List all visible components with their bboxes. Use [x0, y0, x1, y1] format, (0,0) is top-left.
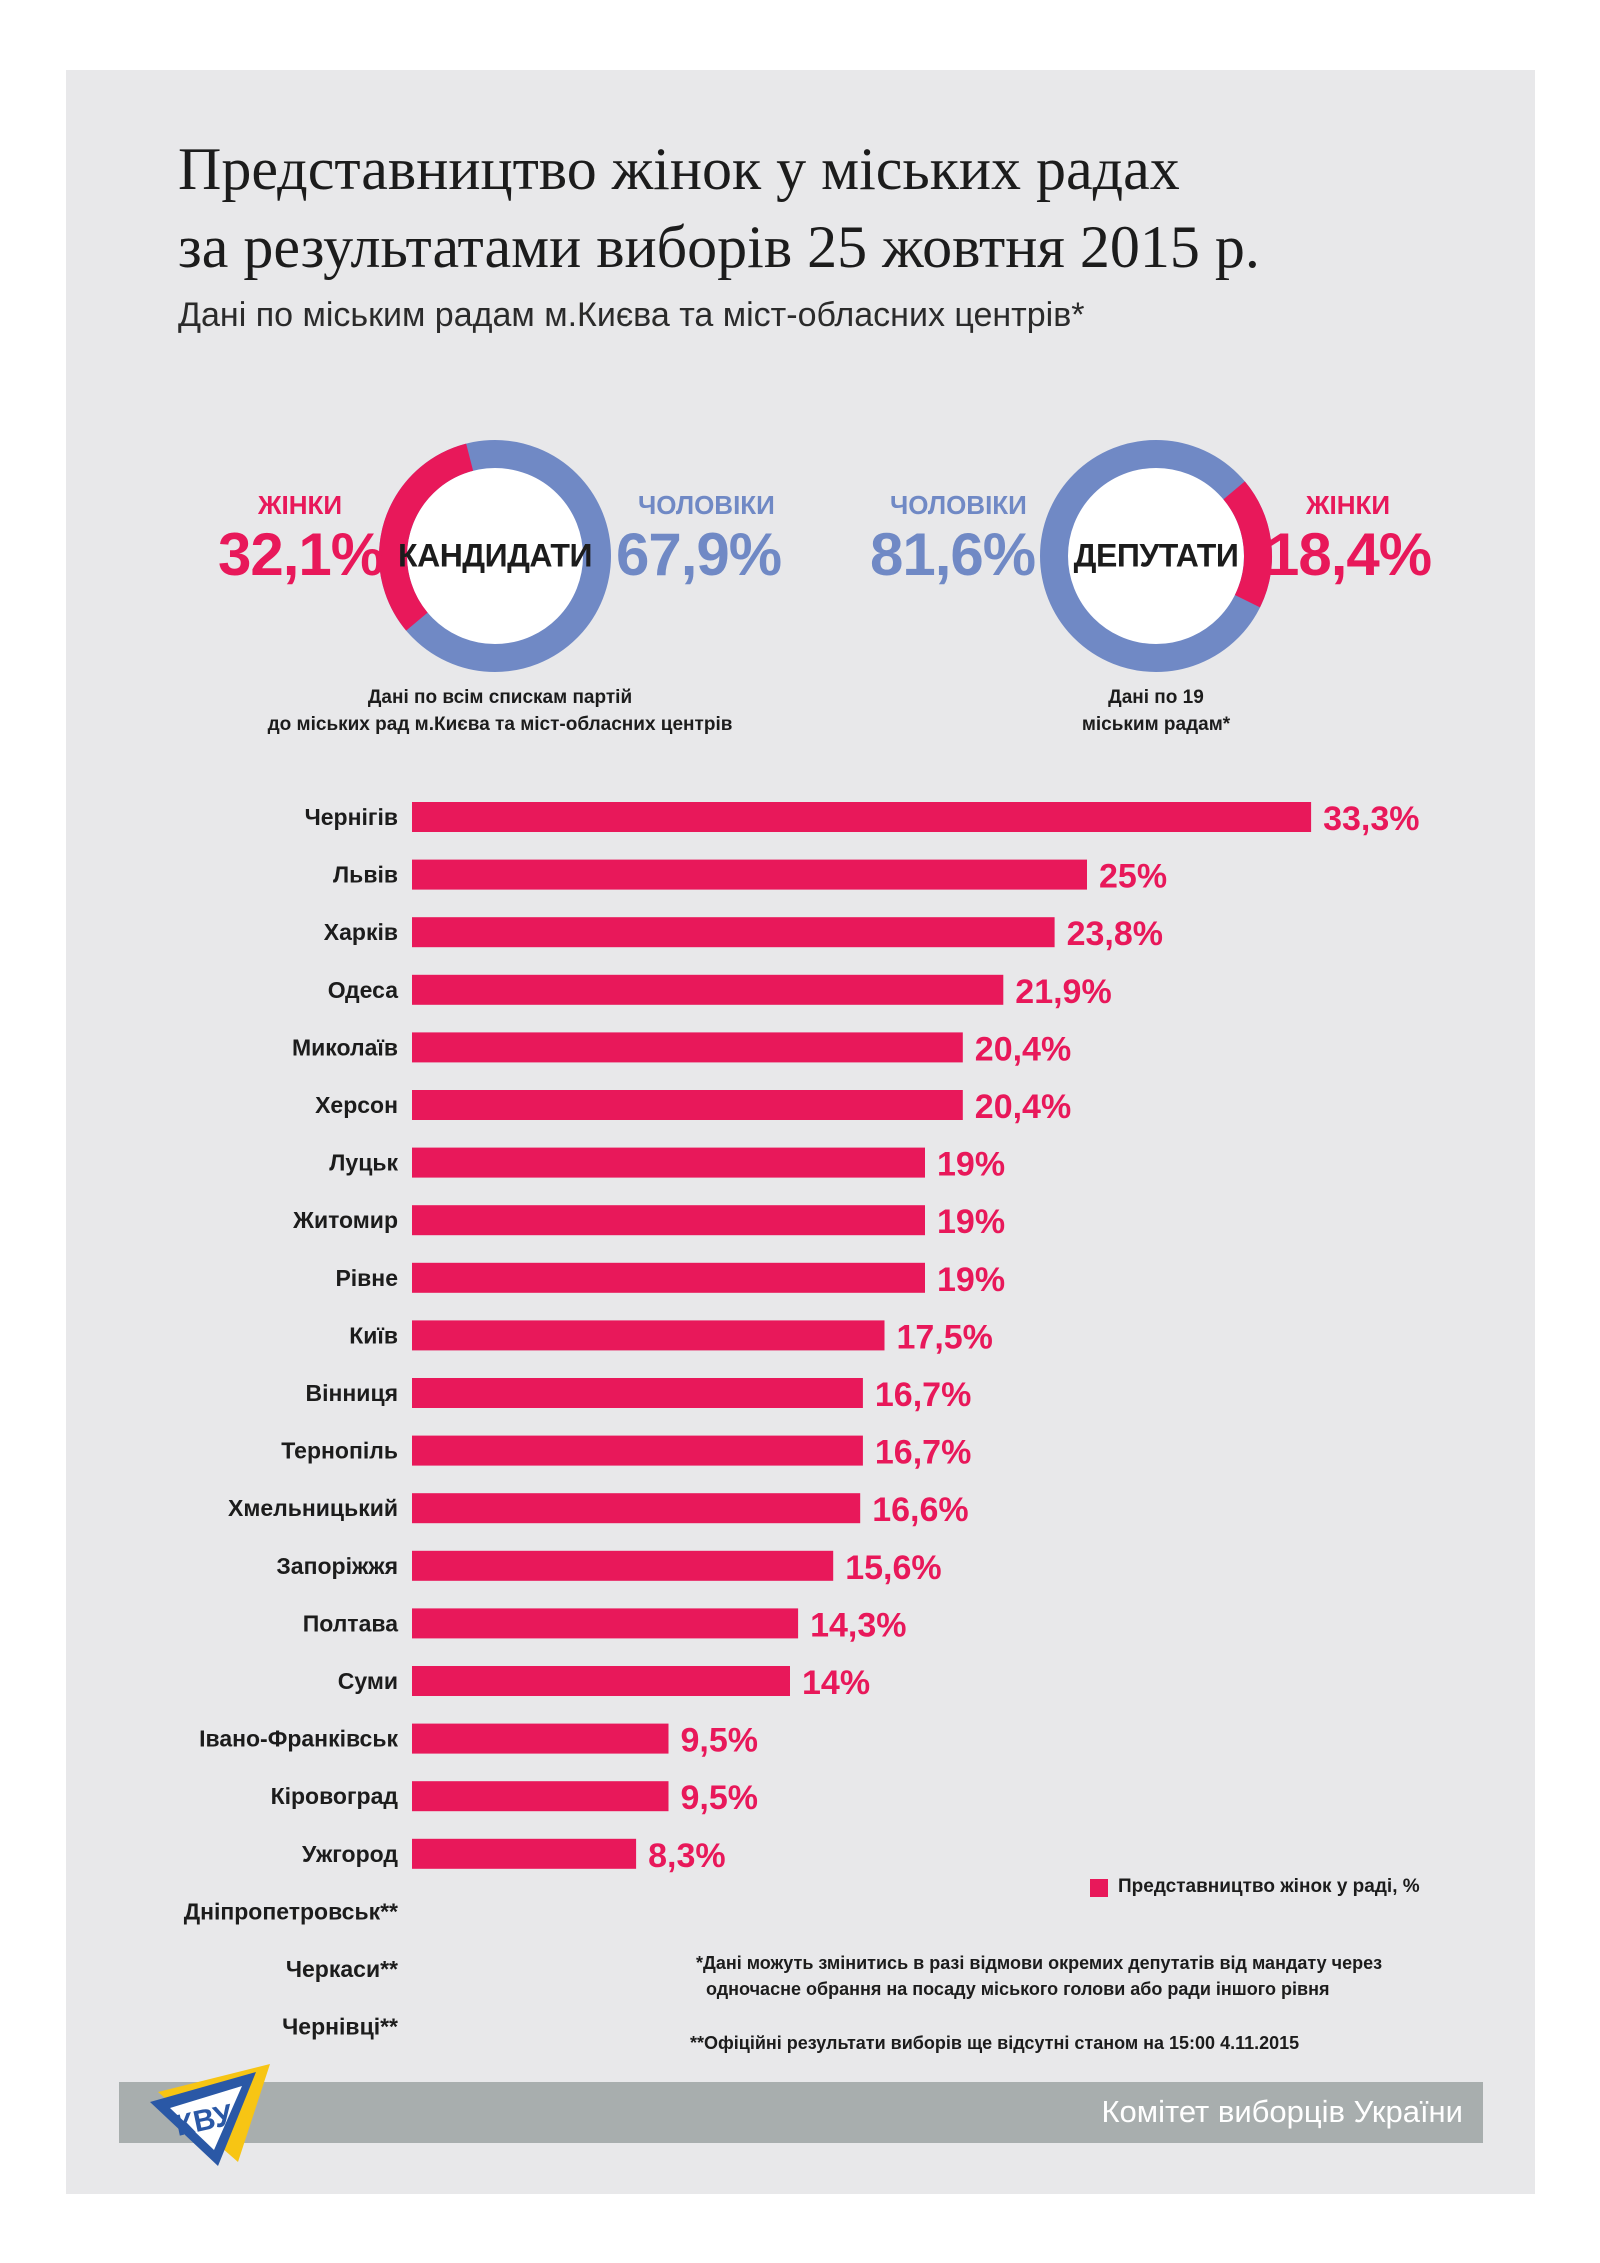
bar-value-label: 19%	[937, 1203, 1005, 1241]
bar	[412, 1032, 963, 1063]
bar-value-label: 23,8%	[1067, 915, 1163, 953]
deputies-donut-svg	[1040, 440, 1272, 672]
title-line-2: за результатами виборів 25 жовтня 2015 р…	[178, 214, 1260, 280]
bar	[412, 1090, 963, 1120]
bar-value-label: 19%	[937, 1261, 1005, 1299]
footer-organization: Комітет виборців України	[1101, 2094, 1463, 2129]
deputies-women-label: ЖІНКИ	[1306, 490, 1391, 520]
women-representation-bar-chart: Чернігів 33,3% Львів 25% Харків 23,8% Одеса 21,…	[184, 800, 1420, 2040]
category-label: Київ	[349, 1322, 398, 1348]
bar	[412, 1435, 863, 1466]
bar-value-label: 15,6%	[845, 1549, 941, 1587]
logo-white-shape	[170, 2086, 242, 2150]
candidates-women-value: 32,1%	[218, 521, 384, 588]
category-label: Кіровоград	[271, 1783, 399, 1809]
bar	[412, 1205, 925, 1236]
deputies-note-line-1: Дані по 19	[1108, 687, 1204, 708]
category-label: Суми	[338, 1668, 398, 1694]
footnote-2: **Офіційні результати виборів ще відсутн…	[690, 2033, 1300, 2053]
category-label: Миколаїв	[292, 1034, 398, 1060]
bar-value-label: 19%	[937, 1146, 1005, 1184]
deputies-note-line-2: міським радам*	[1081, 714, 1231, 735]
bar-value-label: 33,3%	[1323, 800, 1419, 838]
bar-value-label: 9,5%	[681, 1722, 759, 1760]
bar	[412, 974, 1004, 1005]
kvu-logo: КВУ	[150, 2064, 270, 2166]
bar	[412, 802, 1312, 832]
bar	[412, 1147, 925, 1178]
footnote-1-line-2: одночасне обрання на посаду міського гол…	[706, 1979, 1330, 1999]
candidates-donut: КАНДИДАТИ	[375, 436, 615, 676]
bar	[412, 1666, 790, 1696]
candidates-men-value: 67,9%	[616, 521, 782, 588]
bar	[412, 1550, 834, 1581]
category-label: Полтава	[303, 1610, 399, 1636]
category-label: Житомир	[292, 1207, 398, 1233]
bar	[412, 1378, 863, 1408]
category-label: Чернівці**	[282, 2014, 398, 2040]
bar-value-label: 14,3%	[810, 1606, 906, 1644]
bar-value-label: 8,3%	[648, 1837, 726, 1875]
title-line-1: Представництво жінок у міських радах	[178, 136, 1180, 202]
candidates-women-arc	[379, 440, 611, 673]
bar	[412, 1608, 799, 1639]
category-label: Одеса	[328, 977, 398, 1003]
deputies-men-label: ЧОЛОВІКИ	[890, 490, 1027, 520]
category-label: Львів	[333, 862, 398, 888]
candidates-note-line-2: до міських рад м.Києва та міст-обласних …	[267, 714, 733, 735]
bar	[412, 1320, 885, 1351]
bar	[412, 859, 1087, 890]
bar-value-label: 17,5%	[897, 1318, 993, 1356]
category-label: Луцьк	[329, 1150, 398, 1176]
legend-swatch	[1090, 1879, 1108, 1897]
footnote-1: *Дані можуть змінитись в разі відмови ок…	[696, 1950, 1382, 2002]
category-label: Запоріжжя	[276, 1553, 398, 1579]
category-label: Черкаси**	[286, 1956, 398, 1982]
legend-label: Представництво жінок у раді, %	[1118, 1876, 1420, 1897]
bar	[412, 1838, 637, 1869]
category-label: Чернігів	[305, 804, 398, 830]
candidates-women-label: ЖІНКИ	[258, 490, 343, 520]
bar-value-label: 21,9%	[1015, 973, 1111, 1011]
bar	[412, 1723, 669, 1754]
category-label: Херсон	[315, 1092, 398, 1118]
deputies-donut: ДЕПУТАТИ	[1036, 436, 1276, 676]
deputies-women-value: 18,4%	[1266, 521, 1432, 588]
bar-value-label: 20,4%	[975, 1030, 1071, 1068]
bar-value-label: 20,4%	[975, 1088, 1071, 1126]
deputies-center-label: ДЕПУТАТИ	[1073, 537, 1239, 574]
candidates-note: Дані по всім спискам партій до міських р…	[220, 684, 780, 738]
bar	[412, 1781, 669, 1812]
candidates-center-label: КАНДИДАТИ	[398, 537, 592, 574]
bar-value-label: 16,7%	[875, 1434, 971, 1472]
category-label: Тернопіль	[281, 1438, 398, 1464]
candidates-men-label: ЧОЛОВІКИ	[638, 490, 775, 520]
category-label: Ужгород	[302, 1841, 398, 1867]
category-label: Івано-Франківськ	[199, 1726, 398, 1752]
bar-value-label: 9,5%	[681, 1779, 759, 1817]
category-label: Рівне	[335, 1265, 398, 1291]
page-subtitle: Дані по міським радам м.Києва та міст-об…	[178, 296, 1085, 334]
bar	[412, 917, 1055, 948]
footer-bar: Комітет виборців України	[119, 2082, 1483, 2143]
bar	[412, 1262, 925, 1293]
bar-value-label: 16,6%	[872, 1491, 968, 1529]
deputies-note: Дані по 19 міським радам*	[1006, 684, 1306, 738]
bar-value-label: 25%	[1099, 858, 1167, 896]
category-label: Харків	[324, 919, 398, 945]
bar-value-label: 16,7%	[875, 1376, 971, 1414]
page-title: Представництво жінок у міських радах за …	[178, 130, 1428, 286]
footnote-1-line-1: *Дані можуть змінитись в разі відмови ок…	[696, 1953, 1383, 1973]
category-label: Хмельницький	[228, 1495, 398, 1521]
category-label: Дніпропетровськ**	[184, 1898, 398, 1924]
bar	[412, 1493, 861, 1524]
infographic-panel	[66, 70, 1535, 2194]
bar-value-label: 14%	[802, 1664, 870, 1702]
candidates-note-line-1: Дані по всім спискам партій	[367, 687, 633, 708]
category-label: Вінниця	[306, 1380, 398, 1406]
deputies-men-value: 81,6%	[870, 521, 1036, 588]
candidates-donut-svg	[379, 440, 611, 673]
